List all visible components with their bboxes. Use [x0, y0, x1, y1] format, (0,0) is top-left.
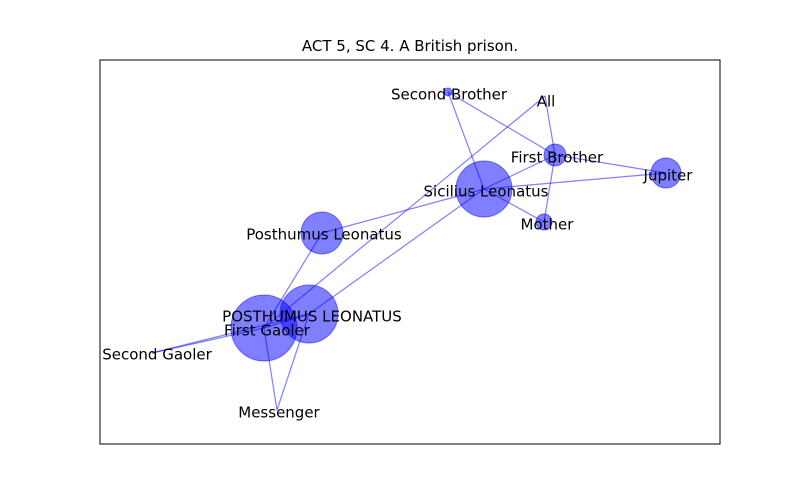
node-label-jupiter: Jupiter [643, 167, 694, 185]
edge-first_brother-jupiter [554, 154, 667, 174]
node-label-second_brother: Second Brother [391, 86, 508, 104]
node-label-sicilius: Sicilius Leonatus [424, 183, 549, 201]
labels-layer: Second Brother All First Brother Jupiter Sic… [102, 86, 693, 422]
node-label-first_brother: First Brother [511, 149, 604, 167]
edge-sicilius-jupiter [483, 172, 667, 190]
node-first_gaoler [230, 294, 298, 362]
nodes-layer [230, 87, 682, 362]
node-label-posthumus_caps: POSTHUMUS LEONATUS [222, 308, 402, 326]
node-label-mother: Mother [521, 216, 575, 234]
node-first_brother [543, 143, 567, 167]
node-sicilius [455, 160, 513, 218]
node-posthumus_small [300, 211, 344, 255]
node-second_brother [443, 87, 453, 97]
node-label-first_gaoler: First Gaoler [224, 322, 311, 340]
edges-layer [151, 91, 667, 411]
node-mother [535, 213, 553, 231]
plot-frame [99, 59, 721, 445]
node-label-posthumus_small: Posthumus Leonatus [246, 226, 402, 244]
node-label-all: All [537, 93, 556, 111]
edge-second_brother-first_brother [447, 91, 556, 156]
node-jupiter [650, 157, 682, 189]
node-label-messenger: Messenger [238, 404, 320, 422]
diagram-title: ACT 5, SC 4. A British prison. [302, 37, 518, 55]
node-label-second_gaoler: Second Gaoler [102, 346, 212, 364]
edge-sicilius-posthumus_caps [308, 188, 485, 315]
